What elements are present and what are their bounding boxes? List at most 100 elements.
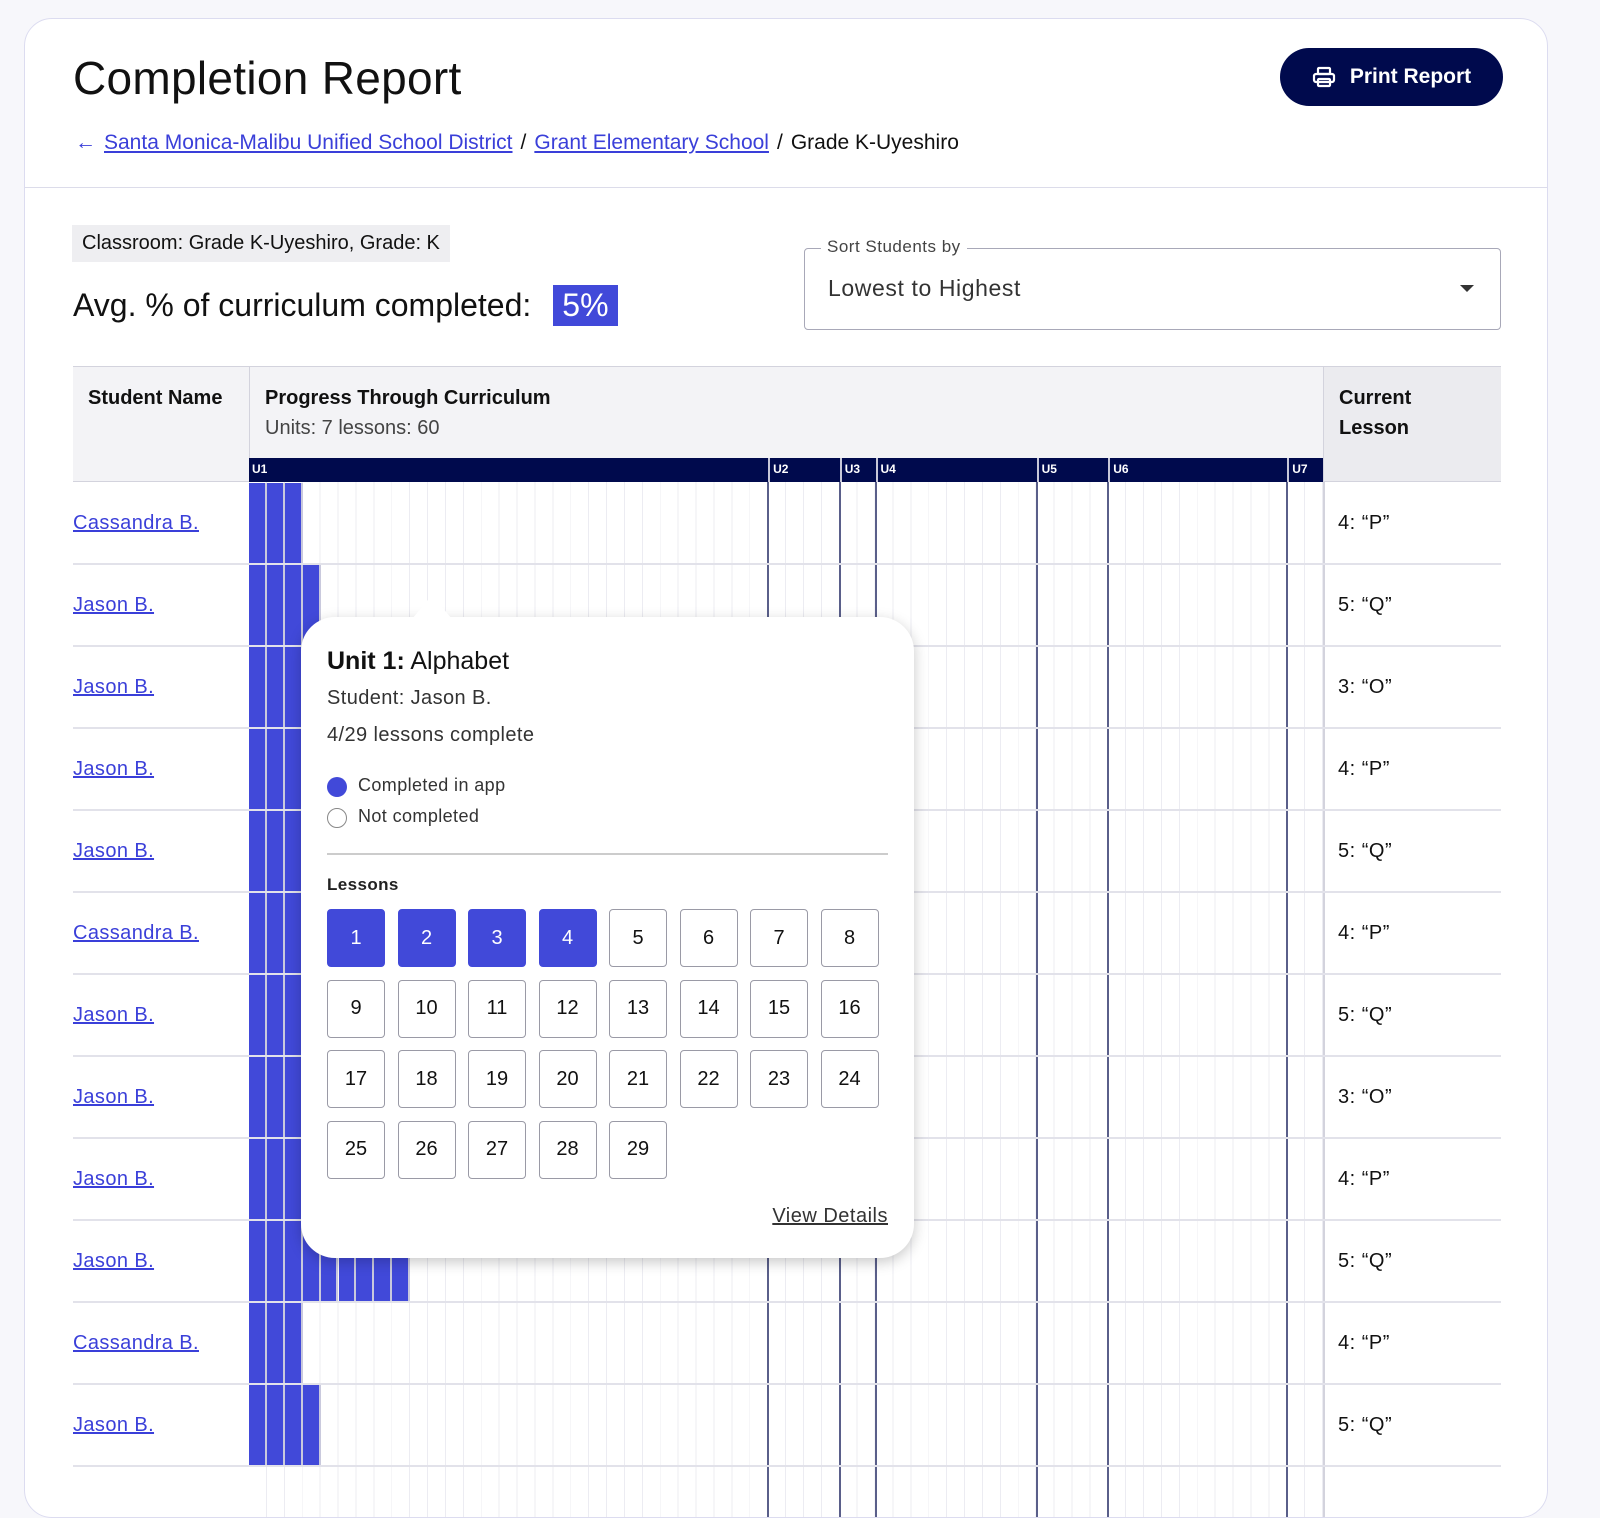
current-lesson: 4: “P” [1338, 922, 1390, 944]
student-name-link[interactable]: Jason B. [73, 758, 155, 780]
lesson-button-10[interactable]: 10 [397, 979, 456, 1038]
unit-label-u4[interactable]: U4 [875, 458, 1037, 482]
student-name-link[interactable]: Cassandra B. [73, 512, 199, 534]
completed-lesson-cell[interactable] [266, 729, 285, 810]
completed-lesson-cell[interactable] [266, 1385, 285, 1466]
completed-lesson-cell[interactable] [266, 1221, 285, 1302]
completed-lesson-cell[interactable] [249, 1385, 267, 1466]
completed-lesson-cell[interactable] [284, 811, 303, 892]
unit-label-u5[interactable]: U5 [1036, 458, 1109, 482]
completed-lesson-cell[interactable] [284, 1057, 303, 1138]
print-report-button[interactable]: Print Report [1280, 48, 1503, 106]
completed-lesson-cell[interactable] [284, 975, 303, 1056]
breadcrumb-district-link[interactable]: Santa Monica-Malibu Unified School Distr… [104, 131, 513, 154]
completed-lesson-cell[interactable] [266, 975, 285, 1056]
completed-lesson-cell[interactable] [249, 811, 267, 892]
lesson-button-11[interactable]: 11 [468, 979, 526, 1038]
current-lesson: 4: “P” [1338, 512, 1390, 534]
lesson-button-29[interactable]: 29 [609, 1120, 667, 1179]
completed-lesson-cell[interactable] [249, 483, 267, 564]
breadcrumb-school-link[interactable]: Grant Elementary School [534, 131, 769, 154]
completed-lesson-cell[interactable] [284, 1221, 303, 1302]
completed-lesson-cell[interactable] [266, 1303, 285, 1384]
unit-label-u6[interactable]: U6 [1108, 458, 1287, 482]
current-lesson: 5: “Q” [1338, 1414, 1393, 1436]
lesson-button-17[interactable]: 17 [327, 1050, 385, 1108]
sort-students-select[interactable]: Sort Students by Lowest to Highest [804, 237, 1501, 330]
completed-lesson-cell[interactable] [284, 1139, 303, 1220]
completed-lesson-cell[interactable] [266, 1139, 285, 1220]
completed-lesson-cell[interactable] [249, 1303, 267, 1384]
completed-lesson-cell[interactable] [249, 1057, 267, 1138]
unit-label-u3[interactable]: U3 [839, 458, 876, 482]
student-name-link[interactable]: Jason B. [73, 676, 155, 698]
lesson-button-1[interactable]: 1 [327, 909, 385, 967]
student-name-link[interactable]: Jason B. [73, 1004, 155, 1026]
completed-lesson-cell[interactable] [266, 811, 285, 892]
lesson-button-7[interactable]: 7 [750, 909, 808, 967]
completed-lesson-cell[interactable] [249, 1221, 267, 1302]
completed-lesson-cell[interactable] [249, 1139, 267, 1220]
completed-lesson-cell[interactable] [266, 483, 285, 564]
report-card: Completion Report Print Report ← Santa M… [24, 18, 1548, 1518]
unit-label-u1[interactable]: U1 [252, 462, 268, 476]
student-name-link[interactable]: Jason B. [73, 594, 155, 616]
lesson-button-24[interactable]: 24 [820, 1050, 879, 1108]
lesson-button-19[interactable]: 19 [468, 1050, 526, 1108]
progress-title: Progress Through Curriculum [265, 387, 551, 409]
lesson-button-27[interactable]: 27 [468, 1120, 526, 1179]
completed-lesson-cell[interactable] [249, 565, 267, 646]
completed-lesson-cell[interactable] [266, 1057, 285, 1138]
student-name-link[interactable]: Jason B. [73, 1414, 155, 1436]
lesson-button-5[interactable]: 5 [609, 909, 667, 967]
completed-lesson-cell[interactable] [284, 729, 303, 810]
student-name-link[interactable]: Jason B. [73, 1086, 155, 1108]
lesson-button-12[interactable]: 12 [538, 979, 597, 1038]
lesson-button-23[interactable]: 23 [750, 1050, 808, 1108]
print-report-label: Print Report [1349, 65, 1472, 88]
lesson-button-6[interactable]: 6 [679, 909, 738, 967]
lesson-button-15[interactable]: 15 [750, 979, 808, 1038]
completed-lesson-cell[interactable] [249, 975, 267, 1056]
student-name-link[interactable]: Jason B. [73, 1168, 155, 1190]
completed-lesson-cell[interactable] [284, 893, 303, 974]
lesson-button-13[interactable]: 13 [609, 979, 667, 1038]
student-name-link[interactable]: Cassandra B. [73, 1332, 199, 1354]
completed-lesson-cell[interactable] [249, 729, 267, 810]
lesson-button-18[interactable]: 18 [397, 1050, 456, 1108]
lesson-button-8[interactable]: 8 [820, 909, 879, 967]
view-details-link[interactable]: View Details [772, 1205, 888, 1227]
header-student-name: Student Name [73, 366, 249, 482]
back-arrow-icon[interactable]: ← [75, 131, 96, 154]
completed-lesson-cell[interactable] [249, 893, 267, 974]
completed-lesson-cell[interactable] [266, 565, 285, 646]
lesson-button-14[interactable]: 14 [679, 979, 738, 1038]
completed-lesson-cell[interactable] [284, 483, 303, 564]
completed-lesson-cell[interactable] [302, 1385, 321, 1466]
lesson-button-22[interactable]: 22 [679, 1050, 738, 1108]
lesson-button-26[interactable]: 26 [397, 1120, 456, 1179]
lesson-button-2[interactable]: 2 [397, 909, 456, 967]
unit-label-u7[interactable]: U7 [1287, 458, 1323, 482]
lesson-button-9[interactable]: 9 [327, 979, 385, 1038]
completed-lesson-cell[interactable] [284, 1385, 303, 1466]
row-divider [73, 1465, 1501, 1467]
lesson-button-20[interactable]: 20 [538, 1050, 597, 1108]
completed-lesson-cell[interactable] [266, 647, 285, 728]
completed-lesson-cell[interactable] [284, 647, 303, 728]
lesson-button-3[interactable]: 3 [468, 909, 526, 967]
lesson-button-21[interactable]: 21 [609, 1050, 667, 1108]
completed-lesson-cell[interactable] [284, 1303, 303, 1384]
lesson-button-16[interactable]: 16 [820, 979, 879, 1038]
completed-lesson-cell[interactable] [266, 893, 285, 974]
completed-lesson-cell[interactable] [249, 647, 267, 728]
lesson-button-4[interactable]: 4 [538, 909, 597, 967]
student-name-link[interactable]: Jason B. [73, 1250, 155, 1272]
lesson-button-25[interactable]: 25 [327, 1120, 385, 1179]
completed-lesson-cell[interactable] [284, 565, 303, 646]
current-lesson: 5: “Q” [1338, 840, 1393, 862]
lesson-button-28[interactable]: 28 [538, 1120, 597, 1179]
student-name-link[interactable]: Cassandra B. [73, 922, 199, 944]
unit-label-u2[interactable]: U2 [768, 458, 840, 482]
student-name-link[interactable]: Jason B. [73, 840, 155, 862]
